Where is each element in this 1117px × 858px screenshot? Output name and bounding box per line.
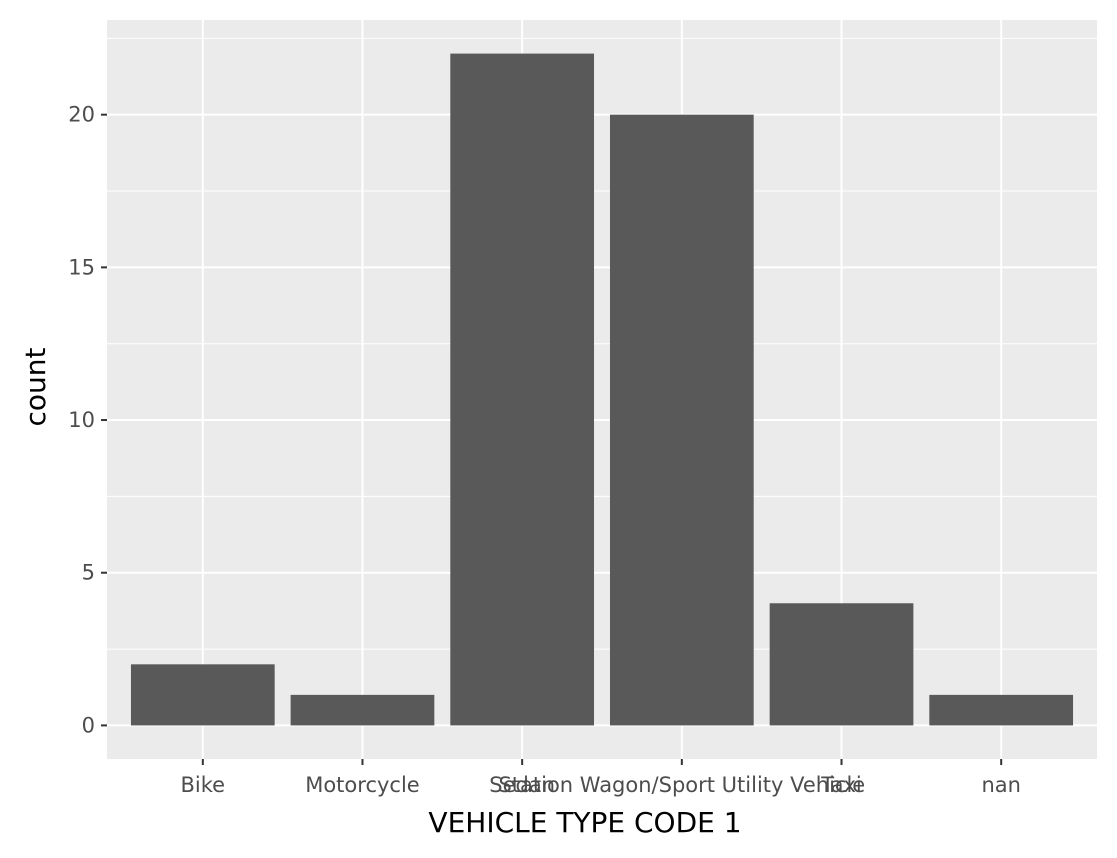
plot-panel [107, 20, 1097, 759]
x-tick-label: Sedan [489, 773, 555, 797]
x-tick-label: Bike [181, 773, 226, 797]
y-tick-label: 15 [68, 255, 95, 279]
y-tick-label: 10 [68, 408, 95, 432]
x-tick-label: Taxi [820, 773, 861, 797]
y-axis-title: count [19, 347, 52, 426]
y-axis-ticks: 0 5 10 15 20 [68, 103, 107, 737]
bar-3 [609, 114, 754, 726]
bar-1 [290, 694, 435, 726]
bar-4 [769, 603, 914, 726]
bar-0 [130, 664, 275, 726]
x-tick-label: nan [981, 773, 1021, 797]
bars [130, 53, 1074, 726]
x-axis-title: VEHICLE TYPE CODE 1 [428, 806, 741, 839]
x-tick-label: Motorcycle [305, 773, 420, 797]
x-tick-label: Station Wagon/Sport Utility Vehicle [498, 773, 865, 797]
y-tick-label: 0 [82, 713, 95, 737]
bar-2 [450, 53, 595, 726]
y-tick-label: 5 [82, 561, 95, 585]
bar-5 [929, 694, 1074, 726]
y-tick-label: 20 [68, 103, 95, 127]
